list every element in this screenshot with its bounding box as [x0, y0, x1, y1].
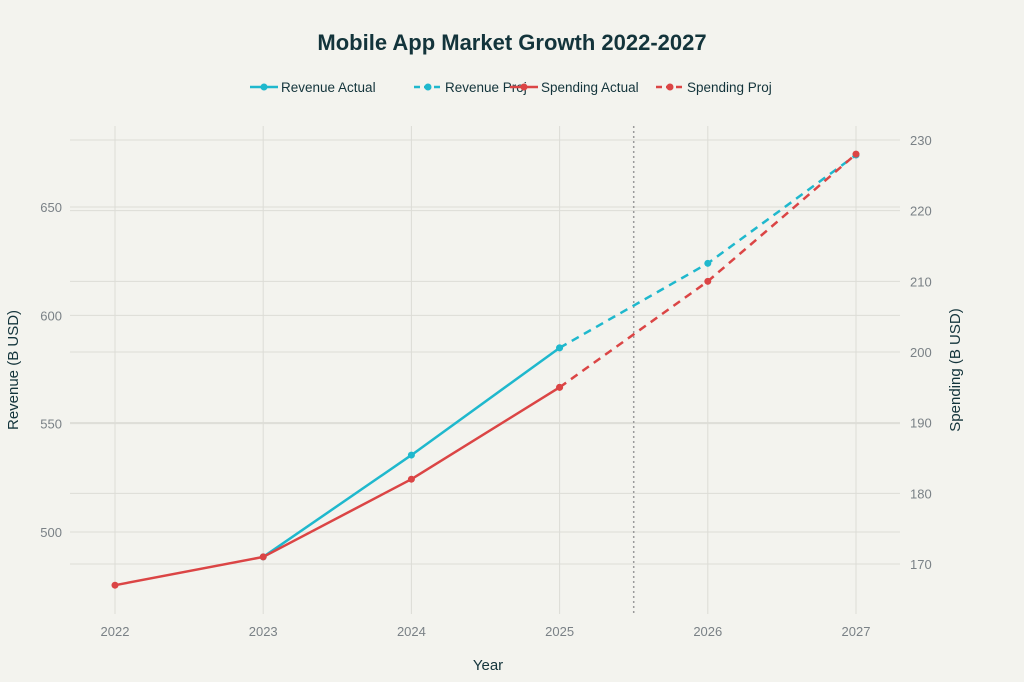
y2-tick-label: 180 — [910, 486, 932, 501]
data-point — [407, 451, 415, 459]
legend-label: Spending Actual — [541, 80, 639, 95]
data-point — [704, 259, 712, 267]
chart-title: Mobile App Market Growth 2022-2027 — [317, 30, 706, 55]
y-tick-label: 600 — [40, 308, 62, 323]
legend: Revenue Actual Revenue Proj Spending Actua… — [250, 80, 772, 95]
legend-swatch-marker — [666, 83, 674, 91]
data-point — [704, 277, 712, 285]
legend-item: Revenue Proj — [414, 80, 527, 95]
legend-swatch-marker — [260, 83, 268, 91]
y2-tick-label: 230 — [910, 133, 932, 148]
series-spending-proj — [556, 150, 860, 391]
legend-swatch-marker — [424, 83, 432, 91]
legend-label: Revenue Proj — [445, 80, 527, 95]
legend-item: Revenue Actual — [250, 80, 376, 95]
y2-tick-label: 170 — [910, 557, 932, 572]
x-axis-title: Year — [473, 657, 503, 674]
y2-axis-title: Spending (B USD) — [947, 308, 964, 431]
x-tick-label: 2024 — [397, 624, 426, 639]
legend-swatch-marker — [520, 83, 528, 91]
y-tick-label: 650 — [40, 200, 62, 215]
x-tick-label: 2023 — [249, 624, 278, 639]
y-tick-label: 550 — [40, 417, 62, 432]
x-tick-label: 2027 — [842, 624, 871, 639]
series-line — [114, 386, 561, 587]
data-point — [407, 475, 415, 483]
legend-item: Spending Actual — [510, 80, 639, 95]
data-point — [111, 581, 119, 589]
data-point — [556, 383, 564, 391]
axes: 2022 2023 2024 2025 2026 2027 500 550 600 650 170 1… — [40, 133, 931, 639]
data-point — [259, 553, 267, 561]
y-tick-label: 500 — [40, 525, 62, 540]
series-spending-actual — [111, 383, 564, 589]
legend-item: Spending Proj — [656, 80, 772, 95]
y-axis-title: Revenue (B USD) — [5, 310, 22, 430]
x-tick-label: 2025 — [545, 624, 574, 639]
gridlines — [70, 126, 900, 614]
y2-tick-label: 220 — [910, 204, 932, 219]
y2-tick-label: 210 — [910, 274, 932, 289]
y2-tick-label: 190 — [910, 416, 932, 431]
legend-label: Spending Proj — [687, 80, 772, 95]
x-tick-label: 2022 — [101, 624, 130, 639]
y2-tick-label: 200 — [910, 345, 932, 360]
x-tick-label: 2026 — [693, 624, 722, 639]
data-point — [556, 344, 564, 352]
series-group — [111, 150, 860, 589]
data-point — [852, 150, 860, 158]
legend-label: Revenue Actual — [281, 80, 376, 95]
